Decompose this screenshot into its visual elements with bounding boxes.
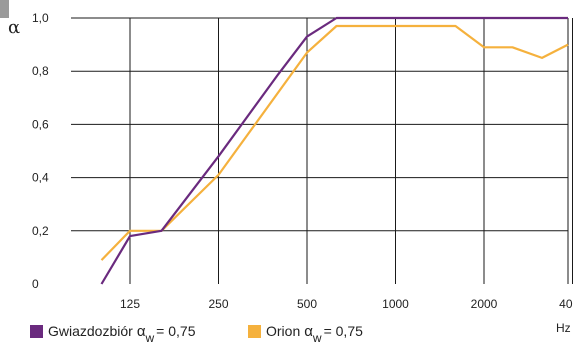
legend-rating-gwiazdozbior: = 0,75 [156, 323, 196, 339]
legend-label-gwiazdozbior: Gwiazdozbiór [48, 323, 133, 339]
series-line-orion [100, 24, 569, 261]
legend-alpha-subscript: w [312, 331, 322, 345]
x-axis-label: Hz [556, 321, 571, 335]
y-tick-label: 0,4 [32, 171, 49, 185]
legend-alpha-symbol: α [136, 322, 146, 340]
y-tick-label: 0,8 [32, 64, 49, 78]
y-tick-label: 0,6 [32, 117, 49, 131]
legend-alpha-symbol: α [304, 322, 313, 340]
y-tick-label: 0,2 [32, 224, 49, 238]
legend-item-orion: Orion α w = 0,75 [248, 320, 363, 345]
x-tick-label: 1000 [382, 297, 409, 311]
legend-label-orion: Orion [266, 323, 301, 339]
y-axis-label: α [8, 17, 20, 38]
y-tick-label: 0 [32, 277, 39, 291]
legend-rating-orion: = 0,75 [323, 323, 363, 339]
axis-labels: 0 0,2 0,4 0,6 0,8 1,0 125 250 500 1000 2000 4000 [32, 11, 573, 311]
grid-lines [71, 17, 573, 284]
x-tick-label: 2000 [471, 297, 498, 311]
series-lines [100, 16, 569, 285]
corner-marker [0, 0, 9, 18]
x-tick-label: 125 [120, 297, 140, 311]
legend-item-gwiazdozbior: Gwiazdozbiór α w = 0,75 [30, 320, 196, 345]
x-tick-label: 250 [208, 297, 228, 311]
legend-swatch-gwiazdozbior [30, 324, 43, 338]
x-tick-label: 500 [297, 297, 317, 311]
legend-alpha-subscript: w [145, 331, 155, 345]
x-tick-label: 4000 [559, 297, 573, 311]
series-line-gwiazdozbir [100, 16, 568, 285]
y-tick-label: 1,0 [32, 11, 49, 25]
legend-swatch-orion [248, 324, 261, 338]
